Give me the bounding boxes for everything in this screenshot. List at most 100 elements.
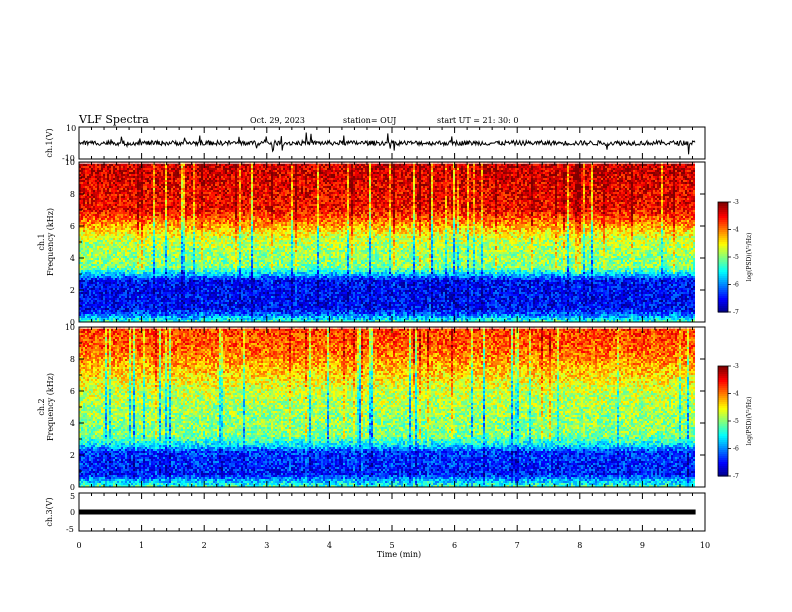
- spectrogram-cell: [517, 176, 519, 178]
- spectrogram-cell: [151, 176, 153, 178]
- spectrogram-cell: [91, 176, 93, 178]
- spectrogram-cell: [177, 180, 179, 182]
- spectrogram-cell: [469, 170, 471, 172]
- spectrogram-cell: [159, 164, 161, 166]
- spectrogram-cell: [179, 166, 181, 168]
- spectrogram-cell: [455, 168, 457, 170]
- spectrogram-cell: [519, 168, 521, 170]
- spectrogram-cell: [369, 168, 371, 170]
- spectrogram-cell: [235, 168, 237, 170]
- spectrogram-cell: [683, 164, 685, 166]
- spectrogram-cell: [317, 170, 319, 172]
- spectrogram-cell: [453, 170, 455, 172]
- spectrogram-cell: [87, 168, 89, 170]
- spectrogram-cell: [205, 166, 207, 168]
- spectrogram-cell: [287, 170, 289, 172]
- spectrogram-cell: [231, 174, 233, 176]
- spectrogram-cell: [407, 172, 409, 174]
- spectrogram-cell: [267, 174, 269, 176]
- spectrogram-cell: [605, 184, 607, 186]
- spectrogram-cell: [179, 172, 181, 174]
- spectrogram-cell: [453, 184, 455, 186]
- spectrogram-cell: [541, 170, 543, 172]
- spectrogram-cell: [479, 176, 481, 178]
- spectrogram-cell: [115, 168, 117, 170]
- spectrogram-cell: [351, 186, 353, 188]
- spectrogram-cell: [349, 184, 351, 186]
- spectrogram-cell: [495, 170, 497, 172]
- spectrogram-cell: [437, 184, 439, 186]
- spectrogram-cell: [665, 170, 667, 172]
- spectrogram-cell: [201, 168, 203, 170]
- spectrogram-cell: [337, 176, 339, 178]
- spectrogram-cell: [599, 172, 601, 174]
- spectrogram-cell: [333, 166, 335, 168]
- spectrogram-cell: [687, 166, 689, 168]
- spectrogram-cell: [367, 174, 369, 176]
- spectrogram-cell: [683, 172, 685, 174]
- spectrogram-cell: [351, 164, 353, 166]
- spectrogram-cell: [551, 172, 553, 174]
- spectrogram-cell: [521, 184, 523, 186]
- spectrogram-cell: [289, 184, 291, 186]
- spectrogram-cell: [413, 186, 415, 188]
- spectrogram-cell: [233, 172, 235, 174]
- spectrogram-cell: [555, 168, 557, 170]
- spectrogram-cell: [247, 170, 249, 172]
- spectrogram-cell: [381, 166, 383, 168]
- spectrogram-cell: [543, 170, 545, 172]
- spectrogram-cell: [479, 182, 481, 184]
- spectrogram-cell: [119, 164, 121, 166]
- spectrogram-cell: [101, 176, 103, 178]
- spectrogram-cell: [135, 172, 137, 174]
- spectrogram-cell: [573, 184, 575, 186]
- spectrogram-cell: [251, 168, 253, 170]
- spectrogram-cell: [257, 172, 259, 174]
- spectrogram-cell: [261, 172, 263, 174]
- spectrogram-cell: [207, 186, 209, 188]
- spectrogram-cell: [401, 172, 403, 174]
- spectrogram-cell: [435, 180, 437, 182]
- spectrogram-cell: [585, 178, 587, 180]
- spectrogram-cell: [421, 166, 423, 168]
- spectrogram-cell: [531, 168, 533, 170]
- station-label: station= OUJ: [343, 116, 396, 125]
- spectrogram-cell: [363, 164, 365, 166]
- spectrogram-cell: [461, 184, 463, 186]
- spectrogram-cell: [231, 184, 233, 186]
- spectrogram-cell: [415, 186, 417, 188]
- spectrogram-cell: [583, 164, 585, 166]
- spectrogram-cell: [437, 166, 439, 168]
- spectrogram-cell: [301, 174, 303, 176]
- spectrogram-cell: [445, 184, 447, 186]
- spectrogram-cell: [675, 168, 677, 170]
- spectrogram-cell: [535, 166, 537, 168]
- spectrogram-cell: [209, 170, 211, 172]
- spectrogram-cell: [155, 164, 157, 166]
- spectrogram-cell: [687, 170, 689, 172]
- spectrogram-cell: [499, 168, 501, 170]
- spectrogram-cell: [497, 178, 499, 180]
- spectrogram-cell: [445, 164, 447, 166]
- spectrogram-cell: [389, 176, 391, 178]
- spectrogram-cell: [593, 166, 595, 168]
- spectrogram-cell: [285, 176, 287, 178]
- spectrogram-cell: [421, 176, 423, 178]
- spectrogram-cell: [273, 164, 275, 166]
- spectrogram-cell: [199, 176, 201, 178]
- spectrogram-cell: [629, 184, 631, 186]
- spectrogram-cell: [153, 170, 155, 172]
- spectrogram-cell: [117, 182, 119, 184]
- spectrogram-cell: [185, 178, 187, 180]
- spectrogram-cell: [393, 170, 395, 172]
- spectrogram-cell: [457, 184, 459, 186]
- spectrogram-cell: [233, 176, 235, 178]
- spectrogram-cell: [619, 182, 621, 184]
- spectrogram-cell: [405, 184, 407, 186]
- spectrogram-cell: [177, 176, 179, 178]
- spectrogram-cell: [549, 170, 551, 172]
- spectrogram-cell: [335, 182, 337, 184]
- spectrogram-cell: [369, 174, 371, 176]
- spectrogram-cell: [489, 168, 491, 170]
- spectrogram-cell: [265, 176, 267, 178]
